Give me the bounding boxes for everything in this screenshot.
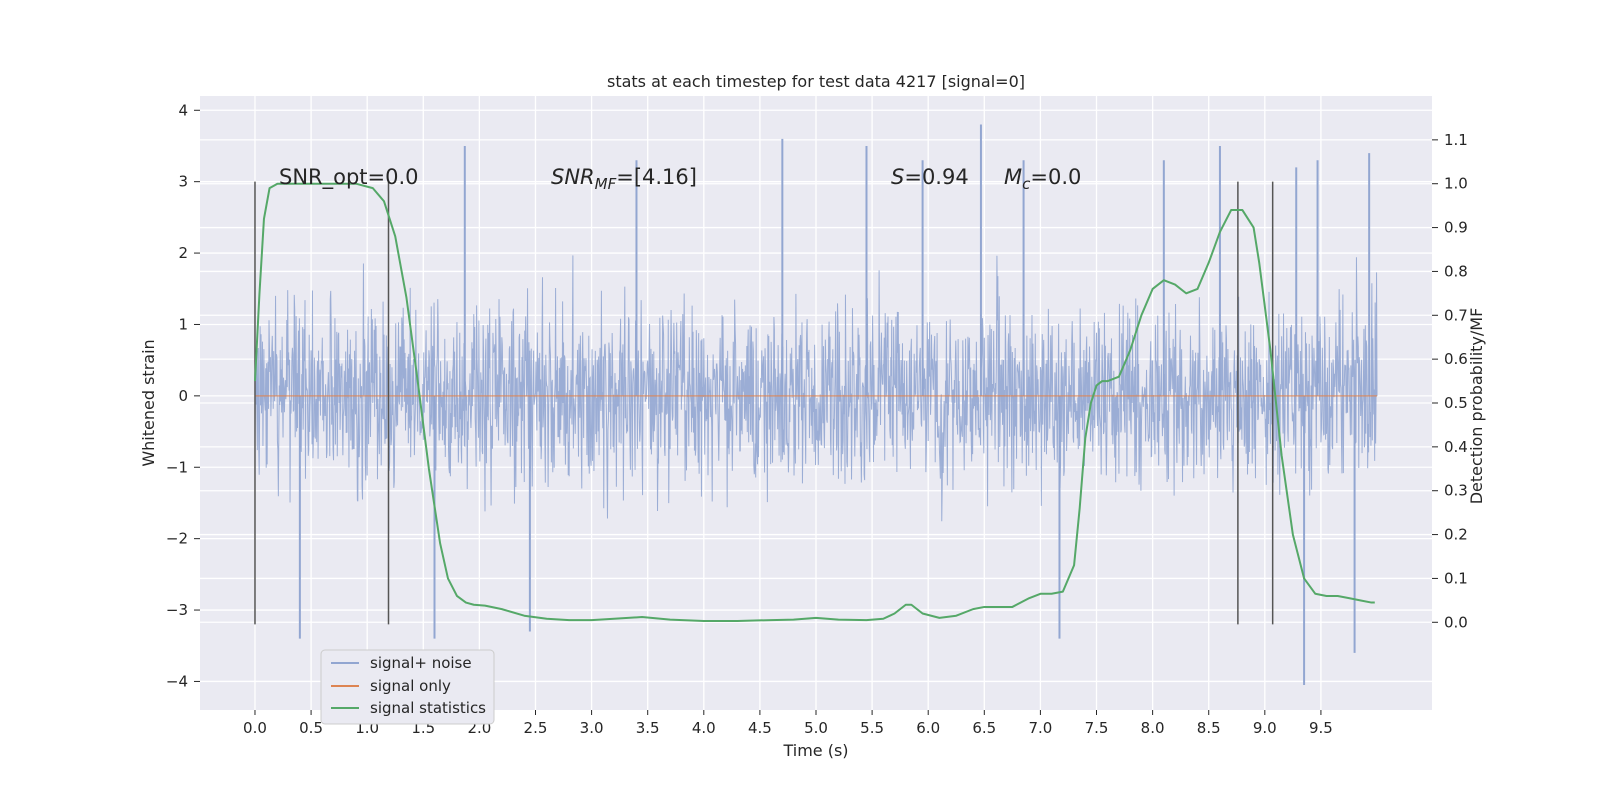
x-tick-label: 2.5 [524, 719, 548, 737]
y-axis-ticks: 4 3 2 1 0 −1 −2 −3 −4 [166, 101, 200, 690]
y-tick-label: −3 [166, 601, 188, 619]
x-axis-ticks: 0.0 0.5 1.0 1.5 2.0 2.5 3.0 3.5 4.0 4.5 5.0 5.5 6.0 6… [243, 710, 1333, 737]
y2-tick-label: 0.7 [1444, 306, 1468, 324]
y2-tick-label: 1.0 [1444, 175, 1468, 193]
x-tick-label: 8.5 [1197, 719, 1221, 737]
x-tick-label: 9.0 [1253, 719, 1277, 737]
y-tick-label: −1 [166, 458, 188, 476]
x-tick-label: 8.0 [1141, 719, 1165, 737]
y2-tick-label: 0.9 [1444, 219, 1468, 237]
annotation-snr-opt: SNR_opt=0.0 [279, 165, 419, 190]
y-tick-label: −4 [166, 672, 188, 690]
chart-title: stats at each timestep for test data 421… [607, 72, 1025, 91]
y-tick-label: −2 [166, 530, 188, 548]
annotation-snr-mf: SNRMF=[4.16] [551, 165, 697, 193]
y2-tick-label: 0.8 [1444, 262, 1468, 280]
signal-statistics-line [253, 182, 1375, 622]
x-tick-label: 9.5 [1309, 719, 1333, 737]
annotation-s: S=0.94 [891, 165, 969, 189]
legend-box [320, 649, 495, 725]
y-tick-label: 3 [178, 173, 188, 191]
y2-tick-label: 0.6 [1444, 350, 1468, 368]
x-axis-title: Time (s) [782, 741, 848, 760]
annotations: SNR_opt=0.0 SNRMF=[4.16] S=0.94 Mc=0.0 [279, 165, 1081, 193]
x-tick-label: 6.0 [916, 719, 940, 737]
x-tick-label: 4.5 [748, 719, 772, 737]
y2-tick-label: 0.2 [1444, 526, 1468, 544]
x-tick-label: 0.5 [299, 719, 323, 737]
x-tick-label: 0.0 [243, 719, 267, 737]
x-tick-label: 5.5 [860, 719, 884, 737]
legend-label-signal-statistics: signal statistics [370, 699, 486, 717]
legend-label-signal-only: signal only [370, 677, 451, 695]
y2-tick-label: 0.0 [1444, 613, 1468, 631]
series-signal-statistics [253, 182, 1375, 622]
y-tick-label: 2 [178, 244, 188, 262]
noise-trace [254, 255, 1378, 522]
y2-axis-title: Detection probability/MF [1467, 308, 1486, 505]
y-tick-label: 0 [178, 387, 188, 405]
x-tick-label: 6.5 [972, 719, 996, 737]
x-tick-label: 3.0 [580, 719, 604, 737]
y2-tick-label: 0.3 [1444, 482, 1468, 500]
x-tick-label: 4.0 [692, 719, 716, 737]
y-tick-label: 4 [178, 101, 188, 119]
y-tick-label: 1 [178, 315, 188, 333]
x-tick-label: 7.0 [1028, 719, 1052, 737]
vertical-markers [254, 181, 1274, 625]
x-tick-label: 3.5 [636, 719, 660, 737]
legend-label-signal-noise: signal+ noise [370, 654, 472, 672]
y2-axis-ticks: 1.1 1.0 0.9 0.8 0.7 0.6 0.5 0.4 0.3 0.2 0.1 0.0 [1432, 131, 1468, 631]
annotation-mc: Mc=0.0 [1004, 165, 1081, 193]
x-tick-label: 5.0 [804, 719, 828, 737]
y2-tick-label: 0.1 [1444, 569, 1468, 587]
legend: signal+ noise signal only signal statist… [320, 649, 495, 725]
x-tick-label: 7.5 [1085, 719, 1109, 737]
series-signal-noise [254, 124, 1378, 686]
y2-tick-label: 0.4 [1444, 438, 1468, 456]
y2-tick-label: 1.1 [1444, 131, 1468, 149]
y-axis-title: Whitened strain [139, 339, 158, 466]
y2-tick-label: 0.5 [1444, 394, 1468, 412]
